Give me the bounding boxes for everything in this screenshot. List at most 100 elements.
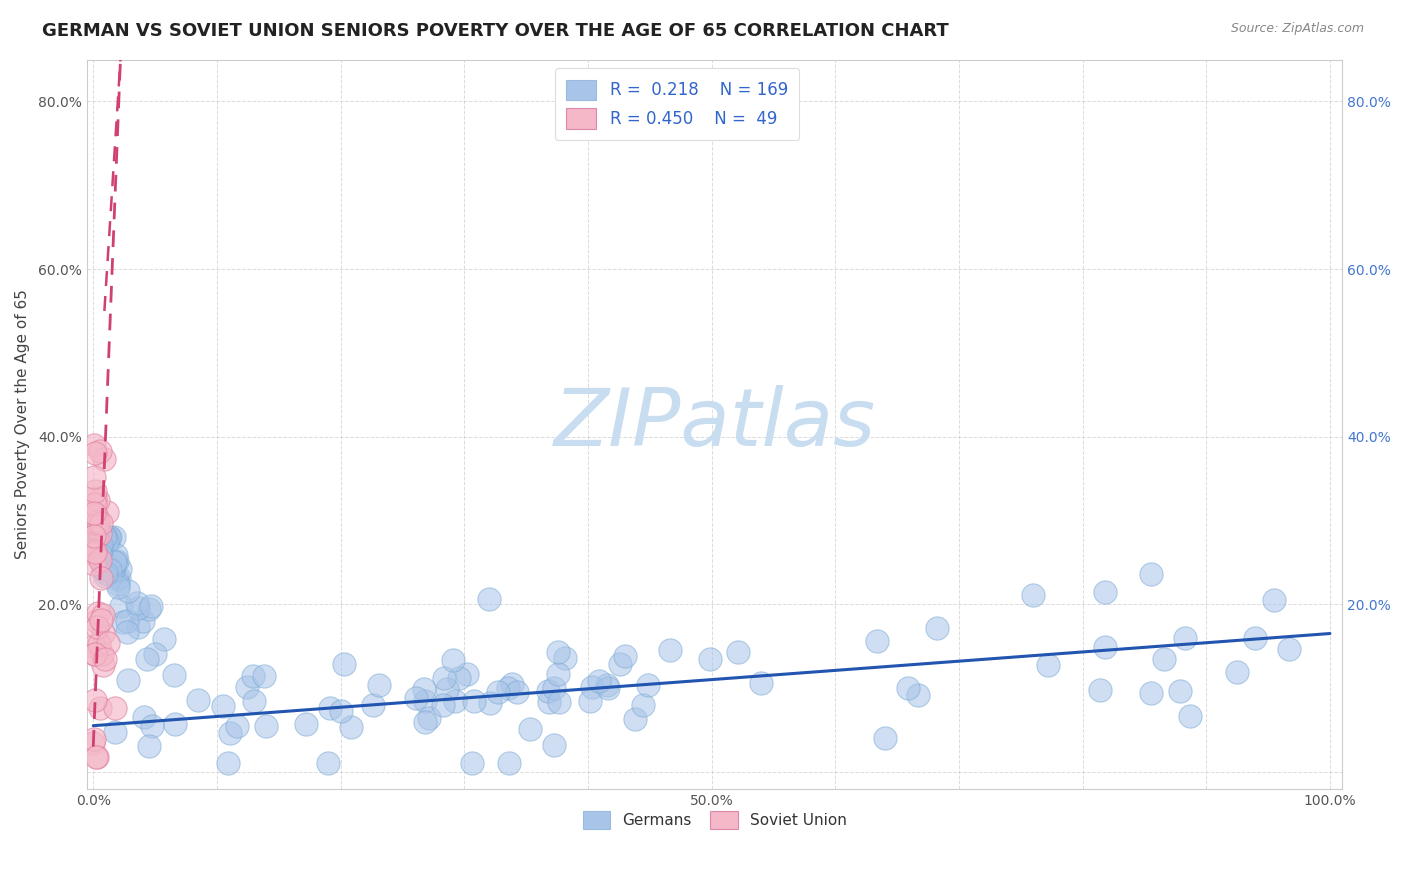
Point — [136, 652, 159, 666]
Point — [595, 677, 617, 691]
Point — [86, 750, 108, 764]
Text: ZIPatlas: ZIPatlas — [554, 385, 876, 463]
Point — [83, 470, 105, 484]
Point — [897, 681, 920, 696]
Point — [463, 693, 485, 707]
Point — [89, 637, 111, 651]
Point — [110, 599, 132, 613]
Point — [506, 685, 529, 699]
Point — [93, 530, 115, 544]
Point — [432, 671, 454, 685]
Point — [94, 530, 117, 544]
Point — [613, 649, 636, 664]
Point — [89, 530, 111, 544]
Point — [211, 698, 233, 713]
Point — [83, 484, 105, 499]
Point — [1168, 683, 1191, 698]
Point — [163, 717, 186, 731]
Point — [432, 698, 454, 712]
Point — [94, 530, 117, 544]
Point — [90, 530, 112, 544]
Point — [94, 652, 117, 666]
Point — [97, 636, 120, 650]
Point — [138, 739, 160, 754]
Point — [554, 650, 576, 665]
Point — [412, 681, 434, 696]
Point — [96, 563, 118, 577]
Point — [478, 696, 501, 710]
Point — [82, 736, 104, 750]
Point — [105, 554, 128, 568]
Point — [329, 705, 352, 719]
Point — [94, 566, 117, 580]
Point — [83, 516, 105, 531]
Point — [86, 530, 108, 544]
Point — [543, 738, 565, 752]
Point — [436, 681, 458, 696]
Point — [413, 694, 436, 708]
Point — [87, 606, 110, 620]
Point — [83, 640, 105, 654]
Point — [361, 698, 384, 713]
Point — [83, 543, 105, 558]
Point — [89, 553, 111, 567]
Point — [117, 584, 139, 599]
Point — [90, 613, 112, 627]
Point — [87, 492, 110, 507]
Point — [83, 530, 105, 544]
Point — [1244, 631, 1267, 645]
Point — [86, 530, 108, 544]
Point — [543, 681, 565, 695]
Point — [547, 667, 569, 681]
Point — [633, 698, 655, 713]
Point — [90, 530, 112, 544]
Point — [97, 533, 120, 548]
Point — [86, 516, 108, 531]
Point — [217, 756, 239, 771]
Point — [339, 720, 361, 734]
Point — [1278, 641, 1301, 656]
Point — [83, 731, 105, 746]
Point — [295, 716, 318, 731]
Point — [90, 552, 112, 566]
Point — [84, 491, 107, 506]
Point — [91, 530, 114, 544]
Point — [112, 615, 135, 629]
Point — [579, 693, 602, 707]
Point — [637, 678, 659, 692]
Point — [105, 548, 128, 562]
Point — [83, 647, 105, 661]
Point — [86, 531, 108, 545]
Point — [84, 546, 107, 560]
Point — [97, 530, 120, 544]
Point — [405, 690, 427, 705]
Point — [242, 669, 264, 683]
Point — [456, 667, 478, 681]
Point — [659, 643, 682, 657]
Point — [93, 530, 115, 544]
Point — [89, 538, 111, 552]
Point — [83, 557, 105, 571]
Point — [1036, 658, 1059, 673]
Point — [89, 527, 111, 541]
Point — [86, 530, 108, 544]
Point — [87, 515, 110, 529]
Point — [93, 451, 115, 466]
Point — [236, 680, 259, 694]
Point — [89, 537, 111, 551]
Text: Source: ZipAtlas.com: Source: ZipAtlas.com — [1230, 22, 1364, 36]
Point — [486, 684, 509, 698]
Point — [87, 530, 110, 544]
Point — [83, 530, 105, 544]
Point — [496, 681, 519, 695]
Point — [84, 515, 107, 529]
Point — [501, 676, 523, 690]
Point — [94, 553, 117, 567]
Point — [91, 530, 114, 544]
Point — [107, 580, 129, 594]
Text: GERMAN VS SOVIET UNION SENIORS POVERTY OVER THE AGE OF 65 CORRELATION CHART: GERMAN VS SOVIET UNION SENIORS POVERTY O… — [42, 22, 949, 40]
Point — [82, 507, 104, 521]
Point — [413, 714, 436, 729]
Point — [1094, 585, 1116, 599]
Point — [1090, 683, 1112, 698]
